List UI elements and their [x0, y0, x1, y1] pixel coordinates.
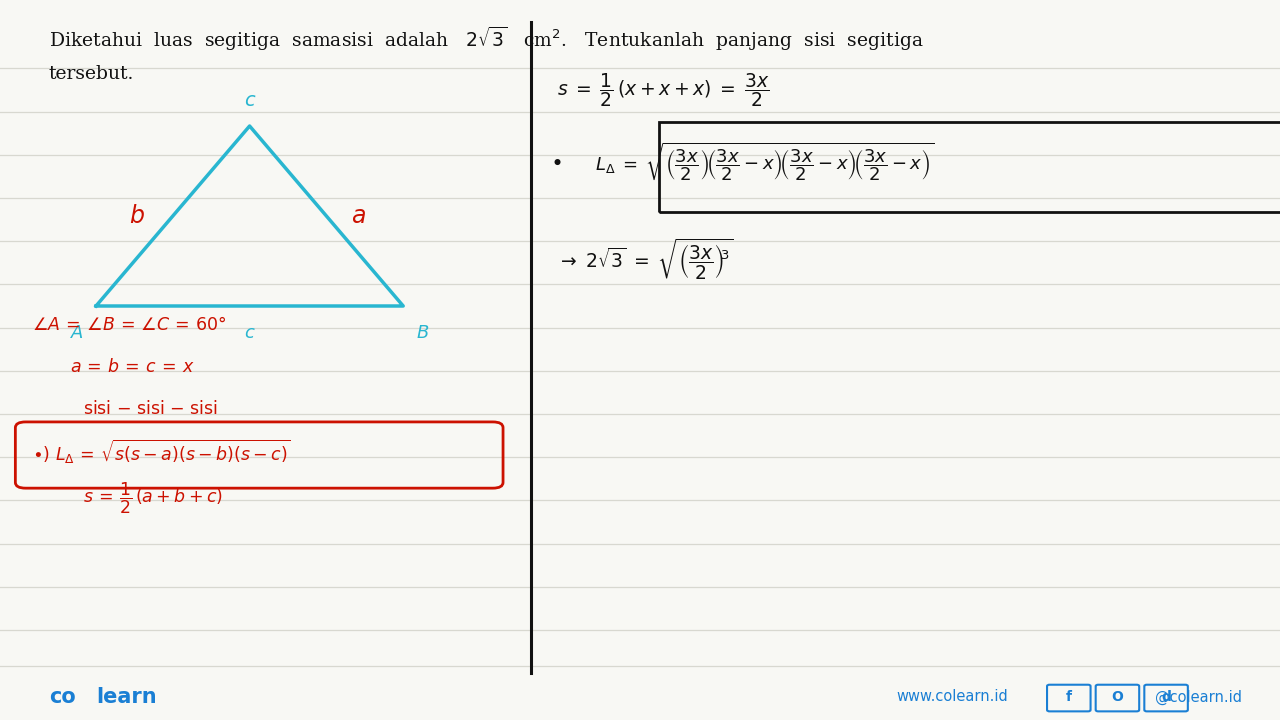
Text: f: f	[1066, 690, 1071, 704]
Text: $L_{\Delta}\;=\;\sqrt{\left(\dfrac{3x}{2}\right)\!\left(\dfrac{3x}{2}-x\right)\!: $L_{\Delta}\;=\;\sqrt{\left(\dfrac{3x}{2…	[595, 141, 934, 183]
Text: c: c	[244, 324, 255, 342]
Text: $\rightarrow\;2\sqrt{3}\;=\;\sqrt{\left(\dfrac{3x}{2}\right)^{\!\!3}}$: $\rightarrow\;2\sqrt{3}\;=\;\sqrt{\left(…	[557, 237, 733, 282]
Text: Diketahui  luas  segitiga  samasisi  adalah   $2\sqrt{3}$   cm$^2$.   Tentukanla: Diketahui luas segitiga samasisi adalah …	[49, 25, 923, 53]
Text: learn: learn	[96, 687, 156, 707]
Text: O: O	[1111, 690, 1124, 704]
Text: c: c	[244, 91, 255, 110]
Text: B: B	[416, 324, 429, 342]
Text: b: b	[129, 204, 145, 228]
Text: $\angle A\,=\,\angle B\,=\,\angle C\,=\,60°$: $\angle A\,=\,\angle B\,=\,\angle C\,=\,…	[32, 316, 227, 334]
Text: $s\,=\,\dfrac{1}{2}\,(a + b + c)$: $s\,=\,\dfrac{1}{2}\,(a + b + c)$	[83, 480, 223, 516]
Text: A: A	[70, 324, 83, 342]
Text: tersebut.: tersebut.	[49, 65, 134, 83]
Text: $\bullet$: $\bullet$	[550, 152, 562, 172]
Text: sisi $-$ sisi $-$ sisi: sisi $-$ sisi $-$ sisi	[83, 400, 218, 418]
Text: a: a	[351, 204, 366, 228]
Text: @colearn.id: @colearn.id	[1155, 689, 1242, 705]
Text: co: co	[49, 687, 76, 707]
Text: $a\,=\,b\,=\,c\,=\,x$: $a\,=\,b\,=\,c\,=\,x$	[70, 358, 195, 376]
Text: d: d	[1161, 690, 1171, 704]
Text: $s\;=\;\dfrac{1}{2}\,(x + x + x)\;=\;\dfrac{3x}{2}$: $s\;=\;\dfrac{1}{2}\,(x + x + x)\;=\;\df…	[557, 71, 769, 109]
Text: www.colearn.id: www.colearn.id	[896, 690, 1007, 704]
Text: $\bullet$) $L_{\Delta}\,=\,\sqrt{s(s-a)(s-b)(s-c)}$: $\bullet$) $L_{\Delta}\,=\,\sqrt{s(s-a)(…	[32, 438, 291, 466]
